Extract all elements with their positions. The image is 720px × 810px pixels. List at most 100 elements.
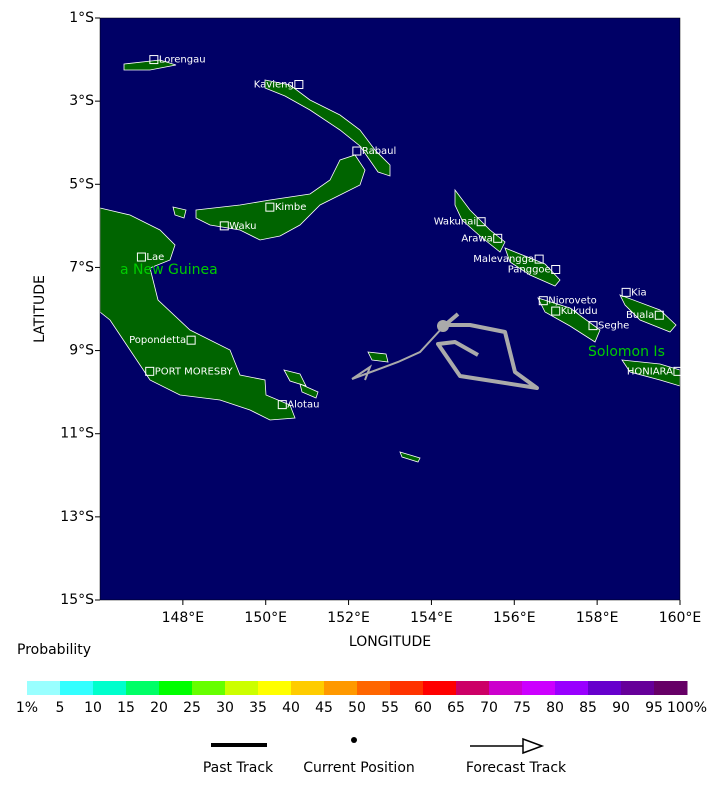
x-tick-label: 152°E bbox=[327, 610, 370, 626]
x-tick-label: 154°E bbox=[410, 610, 453, 626]
city-marker bbox=[588, 321, 598, 331]
y-tick-label: 9°S bbox=[69, 343, 94, 359]
colorbar-swatch bbox=[27, 681, 61, 695]
city-marker bbox=[294, 80, 304, 90]
city-label: HONIARA bbox=[627, 366, 673, 377]
y-tick-label: 1°S bbox=[69, 10, 94, 26]
colorbar-label: 15 bbox=[117, 700, 135, 716]
colorbar-label: 45 bbox=[315, 700, 333, 716]
colorbar-swatch bbox=[357, 681, 391, 695]
colorbar-label: 65 bbox=[447, 700, 465, 716]
colorbar-swatch bbox=[555, 681, 589, 695]
y-tick-label: 3°S bbox=[69, 93, 94, 109]
x-axis-title: LONGITUDE bbox=[349, 634, 431, 650]
ocean bbox=[100, 18, 680, 600]
city-label: Lorengau bbox=[159, 55, 206, 66]
city-label: Seghe bbox=[598, 321, 629, 332]
x-tick-label: 148°E bbox=[162, 610, 205, 626]
colorbar-label: 80 bbox=[546, 700, 564, 716]
colorbar-swatch bbox=[126, 681, 160, 695]
city-label: PORT MORESBY bbox=[155, 366, 234, 377]
legend-label: Past Track bbox=[203, 760, 274, 776]
colorbar-swatch bbox=[423, 681, 457, 695]
city-marker bbox=[673, 366, 683, 376]
city-label: Kimbe bbox=[275, 202, 307, 213]
city-marker bbox=[145, 366, 155, 376]
city-marker bbox=[186, 335, 196, 345]
colorbar-label: 75 bbox=[513, 700, 531, 716]
city-marker bbox=[136, 252, 146, 262]
region-label: a New Guinea bbox=[120, 262, 218, 278]
colorbar-label: 85 bbox=[579, 700, 597, 716]
city-marker bbox=[621, 287, 631, 297]
colorbar-label: 20 bbox=[150, 700, 168, 716]
colorbar-swatch bbox=[621, 681, 655, 695]
x-tick-label: 158°E bbox=[576, 610, 619, 626]
city-marker bbox=[654, 310, 664, 320]
city-label: Kukudu bbox=[561, 306, 598, 317]
legend-label: Forecast Track bbox=[466, 760, 567, 776]
city-marker bbox=[551, 306, 561, 316]
region-label: Solomon Is bbox=[588, 344, 665, 360]
colorbar-label: 90 bbox=[612, 700, 630, 716]
current-position bbox=[437, 320, 449, 332]
legend-label: Current Position bbox=[303, 760, 415, 776]
colorbar-label: 30 bbox=[216, 700, 234, 716]
city-label: Waku bbox=[229, 221, 256, 232]
plot-frame bbox=[99, 17, 681, 601]
city-label: Njoroveto bbox=[548, 296, 597, 307]
city-marker bbox=[534, 254, 544, 264]
colorbar-label: 60 bbox=[414, 700, 432, 716]
x-tick-label: 160°E bbox=[659, 610, 702, 626]
forecast-arrow bbox=[351, 326, 444, 381]
forecast-arrow-sample bbox=[522, 737, 545, 755]
y-tick-label: 11°S bbox=[60, 426, 94, 442]
colorbar-label: 95 bbox=[645, 700, 663, 716]
colorbar-swatch bbox=[456, 681, 490, 695]
city-label: Alotau bbox=[287, 400, 319, 411]
city-marker bbox=[219, 221, 229, 231]
city-label: Kia bbox=[631, 287, 646, 298]
colorbar-title: Probability bbox=[17, 642, 91, 658]
y-tick-label: 13°S bbox=[60, 509, 94, 525]
colorbar-swatch bbox=[588, 681, 622, 695]
colorbar-label: 5 bbox=[56, 700, 65, 716]
city-label: Arawa bbox=[461, 233, 492, 244]
city-label: Buala bbox=[626, 310, 654, 321]
colorbar-swatch bbox=[291, 681, 325, 695]
colorbar-label: 40 bbox=[282, 700, 300, 716]
city-marker bbox=[476, 217, 486, 227]
y-axis-title: LATITUDE bbox=[32, 275, 48, 343]
colorbar-swatch bbox=[93, 681, 127, 695]
city-label: Panggoe bbox=[508, 265, 551, 276]
x-tick-label: 156°E bbox=[493, 610, 536, 626]
colorbar-swatch bbox=[324, 681, 358, 695]
colorbar-label: 70 bbox=[480, 700, 498, 716]
y-tick-label: 15°S bbox=[60, 592, 94, 608]
colorbar-swatch bbox=[60, 681, 94, 695]
colorbar-swatch bbox=[489, 681, 523, 695]
city-label: Kavieng bbox=[254, 80, 294, 91]
colorbar-label: 100% bbox=[667, 700, 707, 716]
city-label: Popondetta bbox=[129, 335, 186, 346]
city-label: Wakunai bbox=[434, 217, 476, 228]
city-marker bbox=[277, 400, 287, 410]
colorbar-label: 50 bbox=[348, 700, 366, 716]
city-label: Lae bbox=[146, 252, 164, 263]
colorbar-swatch bbox=[225, 681, 259, 695]
x-tick-label: 150°E bbox=[244, 610, 287, 626]
colorbar-swatch bbox=[654, 681, 688, 695]
colorbar-label: 1% bbox=[16, 700, 38, 716]
city-label: Rabaul bbox=[362, 146, 396, 157]
colorbar-swatch bbox=[192, 681, 226, 695]
colorbar-swatch bbox=[258, 681, 292, 695]
city-label: Malevangga bbox=[473, 254, 534, 265]
city-marker bbox=[551, 265, 561, 275]
colorbar-swatch bbox=[390, 681, 424, 695]
city-marker bbox=[493, 233, 503, 243]
city-marker bbox=[265, 202, 275, 212]
y-tick-label: 7°S bbox=[69, 259, 94, 275]
y-tick-label: 5°S bbox=[69, 176, 94, 192]
colorbar-swatch bbox=[159, 681, 193, 695]
